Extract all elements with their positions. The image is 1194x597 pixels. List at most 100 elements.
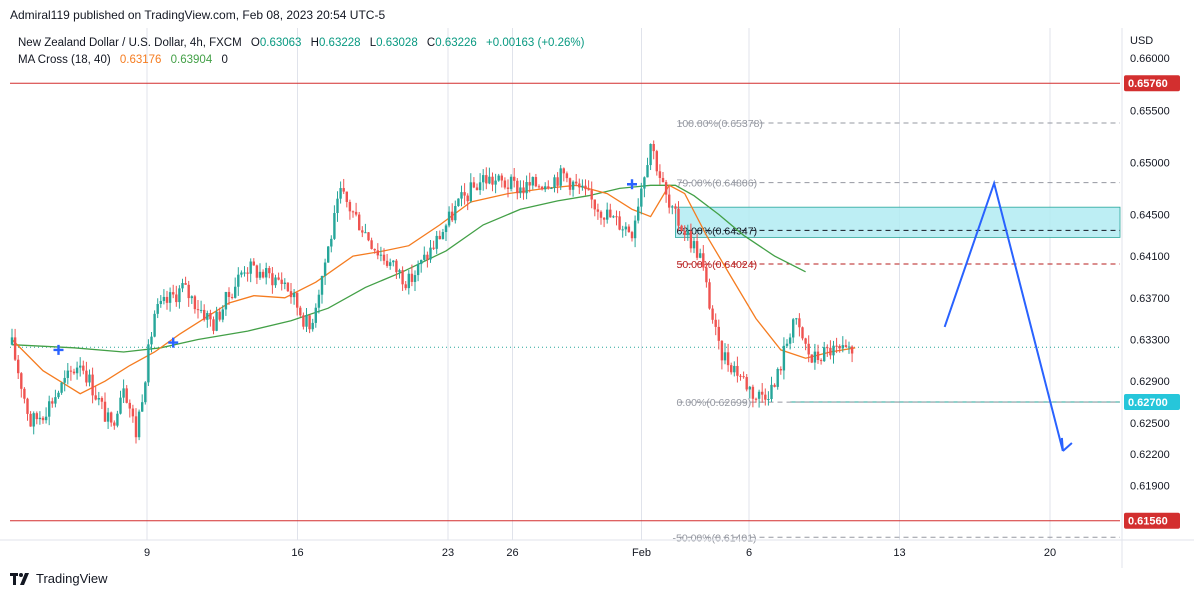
- candle-body: [35, 413, 38, 420]
- candle-body: [370, 240, 373, 249]
- candle-body: [792, 319, 795, 338]
- candle-body: [410, 273, 414, 282]
- candle-body: [41, 417, 45, 421]
- tradingview-logo-icon: [10, 572, 30, 585]
- legend-close-label: C: [427, 37, 435, 49]
- candle-body: [227, 291, 231, 297]
- candle-body: [602, 217, 606, 220]
- candle-body: [624, 226, 627, 230]
- candle-body: [621, 229, 624, 231]
- candle-body: [640, 188, 643, 207]
- time-tick-label: 20: [1044, 547, 1056, 559]
- candle-body: [330, 238, 333, 247]
- candle-body: [571, 181, 575, 190]
- horizontal-levels: [10, 82, 1120, 522]
- time-tick-label: 23: [442, 547, 454, 559]
- price-chart[interactable]: 100.00%(0.65378)79.00%(0.64806)62.00%(0.…: [0, 28, 1194, 568]
- candle-body: [801, 327, 804, 339]
- candle-body: [664, 182, 668, 195]
- candle-body: [438, 235, 441, 240]
- candle-body: [751, 386, 755, 399]
- candle-body: [826, 347, 829, 349]
- candle-body: [271, 273, 274, 286]
- candle-body: [280, 279, 283, 284]
- candle-body: [730, 365, 733, 373]
- candle-body: [420, 259, 423, 265]
- legend-open-label: O: [251, 37, 260, 49]
- arrowhead-icon: [1060, 437, 1073, 452]
- candle-body: [234, 286, 237, 298]
- candle-body: [110, 412, 113, 423]
- candle-body: [364, 232, 367, 234]
- candle-body: [286, 282, 290, 292]
- legend-low-value: 0.63028: [376, 37, 418, 49]
- legend-low-label: L: [370, 37, 377, 49]
- candle-body: [168, 292, 172, 303]
- candle-body: [178, 288, 181, 303]
- candle-body: [44, 416, 48, 421]
- candle-body: [106, 412, 110, 422]
- candle-body: [172, 292, 175, 295]
- footer: TradingView: [10, 571, 108, 586]
- candle-body: [382, 254, 386, 261]
- legend-close-value: 0.63226: [435, 37, 477, 49]
- candle-body: [66, 370, 69, 378]
- candle-body: [131, 408, 135, 417]
- grid-lines: [146, 28, 1051, 540]
- candle-body: [723, 352, 727, 361]
- legend-change: +0.00163 (+0.26%): [486, 37, 585, 49]
- candle-body: [615, 216, 618, 218]
- support-badge-label: 0.62700: [1128, 397, 1168, 409]
- candle-body: [206, 313, 209, 320]
- candle-body: [302, 315, 305, 327]
- candle-body: [240, 272, 243, 275]
- candle-body: [847, 346, 851, 348]
- candle-body: [782, 345, 786, 371]
- candle-body: [367, 232, 370, 241]
- candle-body: [633, 220, 637, 239]
- candle-body: [196, 309, 200, 311]
- candle-body: [460, 192, 463, 199]
- candle-body: [767, 399, 770, 401]
- candle-body: [652, 144, 655, 152]
- candle-body: [705, 267, 708, 283]
- legend-ma-fast: 0.63176: [120, 54, 162, 66]
- candle-body: [333, 213, 336, 239]
- candle-body: [841, 345, 844, 349]
- candle-body: [432, 247, 435, 249]
- candle-body: [525, 182, 528, 194]
- candle-body: [630, 232, 634, 239]
- candle-body: [540, 186, 544, 190]
- candle-body: [426, 254, 429, 260]
- fibonacci-levels: 100.00%(0.65378)79.00%(0.64806)62.00%(0.…: [673, 118, 1120, 544]
- candle-body: [184, 283, 187, 285]
- candle-body: [212, 319, 215, 331]
- candle-body: [513, 176, 516, 181]
- candle-body: [478, 182, 482, 191]
- candle-body: [674, 206, 677, 209]
- candle-body: [810, 354, 813, 363]
- candle-body: [292, 292, 296, 298]
- candle-body: [565, 173, 569, 179]
- candle-body: [726, 352, 730, 366]
- candle-body: [265, 268, 268, 278]
- candle-body: [113, 422, 116, 426]
- candle-body: [745, 377, 748, 390]
- candle-body: [175, 294, 178, 303]
- candle-body: [75, 367, 79, 374]
- candle-body: [531, 177, 534, 186]
- candle-body: [466, 195, 469, 202]
- candle-body: [246, 272, 249, 274]
- supply-zone-rect: [675, 206, 1121, 238]
- price-axis: 0.66000 0.65500 0.65000 0.64500 0.64100 0.637…: [1121, 28, 1180, 568]
- candle-body: [689, 231, 693, 249]
- candle-body: [277, 277, 280, 280]
- candle-body: [646, 165, 649, 178]
- candle-body: [258, 271, 262, 278]
- ma-cross-marker-icon: [627, 179, 637, 190]
- candle-body: [385, 260, 389, 266]
- candle-body: [289, 291, 293, 298]
- chart-area[interactable]: 100.00%(0.65378) 79.00%(0.64806) 62.00%(0.…: [0, 28, 1194, 568]
- candle-body: [463, 192, 466, 196]
- candle-body: [599, 211, 603, 218]
